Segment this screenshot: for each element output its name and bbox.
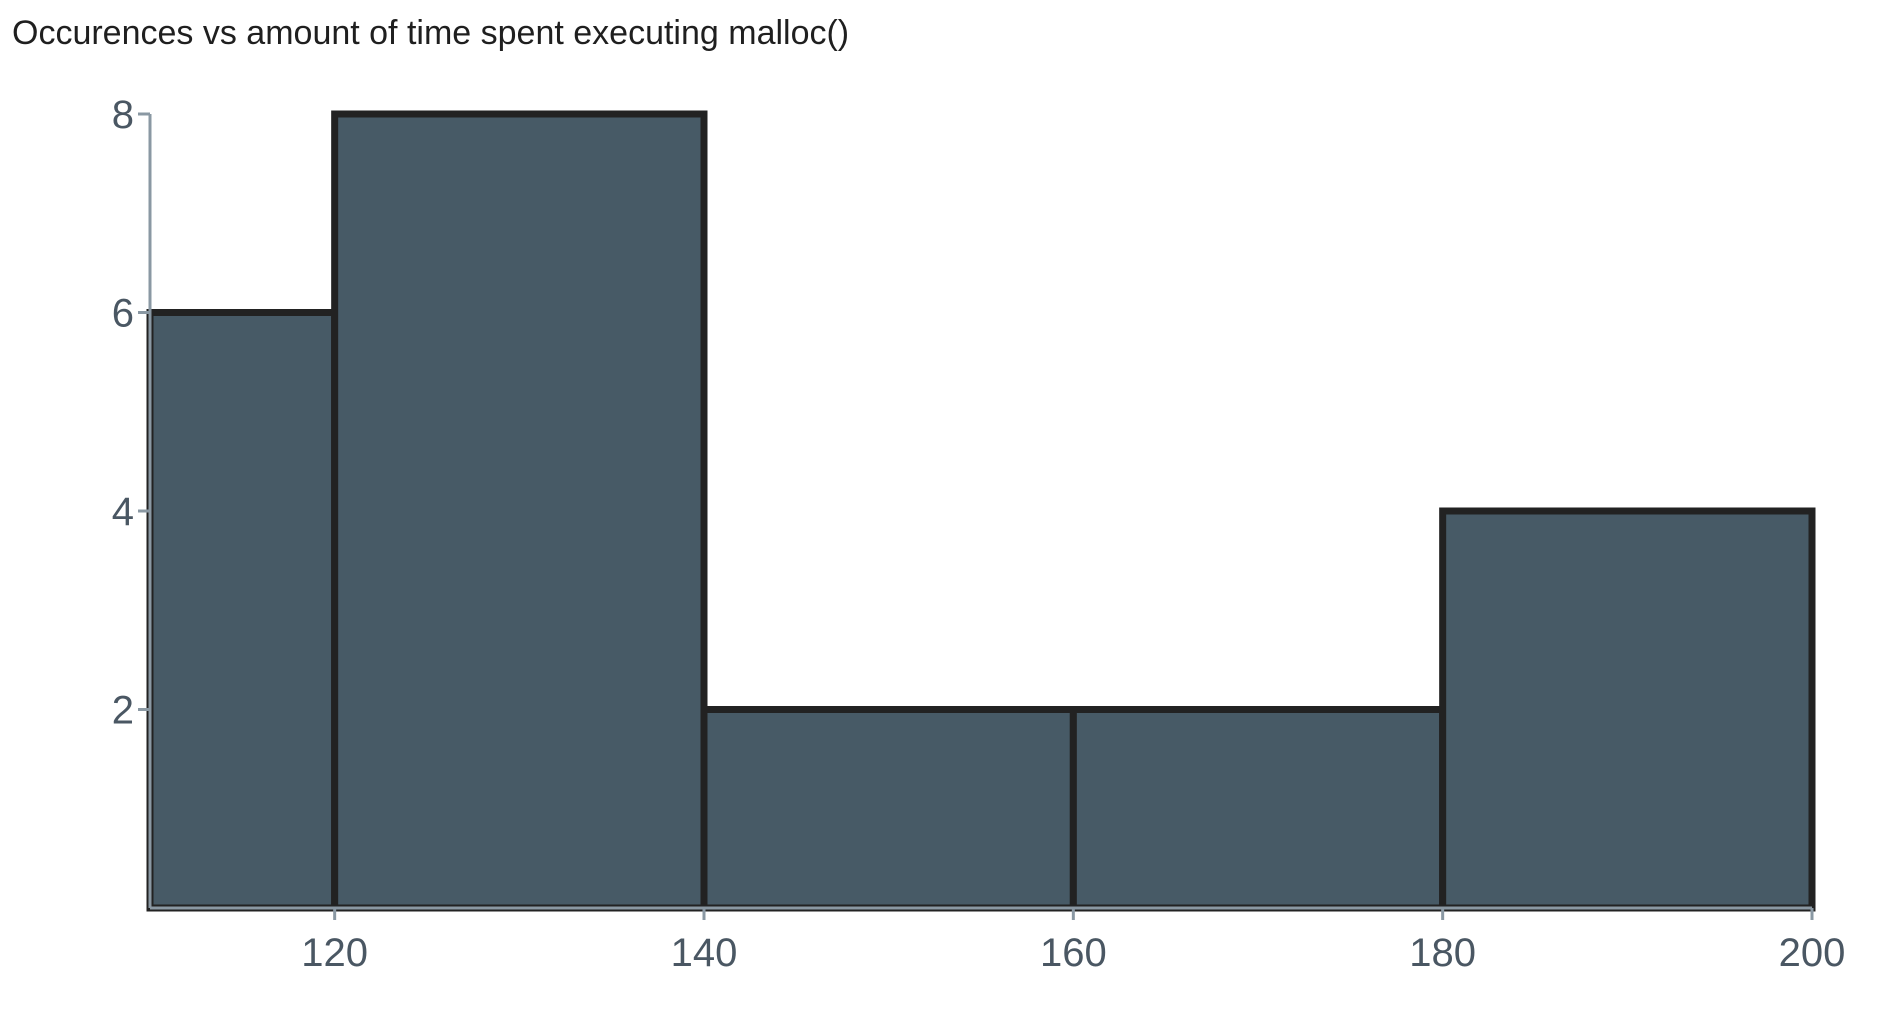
histogram-bar-5 <box>1439 507 1816 912</box>
histogram-bar-2 <box>331 110 708 912</box>
y-tick-label: 8 <box>112 93 134 137</box>
x-tick-label: 200 <box>1779 931 1846 975</box>
x-tick-label: 180 <box>1409 931 1476 975</box>
bars-layer <box>146 110 1816 912</box>
histogram-bar-4 <box>1069 706 1447 912</box>
x-tick-label: 160 <box>1040 931 1107 975</box>
y-tick-label: 2 <box>112 689 134 733</box>
ticks-layer: 2 4 6 8 120 140 160 180 200 <box>112 93 1846 975</box>
histogram-bar-1 <box>146 309 339 912</box>
x-tick-label: 120 <box>301 931 368 975</box>
chart-title: Occurences vs amount of time spent execu… <box>12 14 850 52</box>
x-tick-label: 140 <box>671 931 738 975</box>
histogram-bar-3 <box>700 706 1077 912</box>
y-tick-label: 6 <box>112 292 134 336</box>
y-tick-label: 4 <box>112 490 134 534</box>
